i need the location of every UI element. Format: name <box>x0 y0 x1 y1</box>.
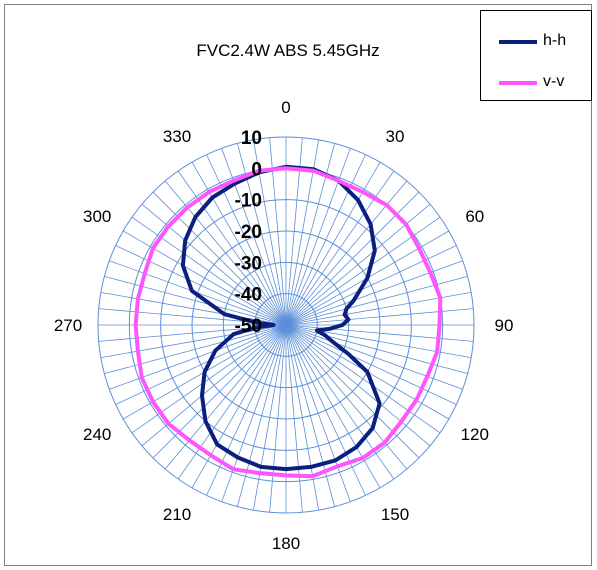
grid-spoke <box>285 324 431 447</box>
angle-tick-label: 180 <box>272 534 300 553</box>
grid-spoke <box>236 324 287 507</box>
grid-spoke <box>177 170 287 326</box>
grid-spoke <box>285 324 303 513</box>
grid-spoke <box>252 324 287 511</box>
radial-labels: 10 0 -10 -20 -30 -40 -50 <box>235 128 262 337</box>
grid-spoke <box>285 324 395 480</box>
grid-spoke <box>285 161 381 326</box>
grid-spoke <box>236 143 287 326</box>
grid-spoke <box>191 161 287 326</box>
angle-tick-label: 120 <box>461 425 489 444</box>
grid-spoke <box>285 324 468 375</box>
grid-spoke <box>285 324 351 502</box>
legend-item-h-h: h-h <box>481 27 591 57</box>
grid-spoke <box>285 260 463 326</box>
legend-label-v-v: v-v <box>543 73 565 90</box>
grid-spoke <box>104 275 287 326</box>
grid-spoke <box>206 154 287 326</box>
legend-swatch-v-v <box>499 81 537 85</box>
radial-tick-label: -50 <box>235 316 262 337</box>
chart-title: FVC2.4W ABS 5.45GHz <box>196 41 380 60</box>
radial-tick-label: -40 <box>235 285 262 306</box>
grid-spoke <box>285 324 408 470</box>
grid-spoke <box>100 324 287 359</box>
grid-spoke <box>109 324 287 390</box>
grid-spoke <box>104 324 287 375</box>
grid-spoke <box>285 324 336 507</box>
angle-tick-label: 90 <box>495 316 514 335</box>
legend-label-h-h: h-h <box>543 32 567 49</box>
angle-tick-label: 150 <box>381 505 409 524</box>
polar-grid <box>97 136 475 514</box>
grid-spoke <box>285 324 420 459</box>
angle-tick-label: 210 <box>163 505 191 524</box>
series-layer <box>133 164 443 479</box>
polar-plot: 10 0 -10 -20 -30 -40 -50 0 30 60 90 120 150 180 210 24… <box>54 98 514 553</box>
chart-frame: FVC2.4W ABS 5.45GHz 10 0 -10 -20 -30 -40 -50 0… <box>4 4 592 566</box>
grid-spoke <box>269 324 287 513</box>
radial-tick-label: -30 <box>235 253 262 274</box>
angle-labels: 0 30 60 90 120 150 180 210 240 270 300 330 <box>54 98 514 553</box>
legend-swatch-h-h <box>499 40 537 44</box>
grid-spoke <box>285 324 320 511</box>
grid-spoke <box>206 324 287 496</box>
angle-tick-label: 300 <box>83 207 111 226</box>
series-line-h-h <box>180 164 382 472</box>
grid-spoke <box>164 324 287 470</box>
grid-spoke <box>141 324 287 447</box>
radial-tick-label: 10 <box>241 128 262 149</box>
grid-spoke <box>285 216 441 326</box>
grid-spoke <box>152 191 287 326</box>
grid-spoke <box>285 324 366 496</box>
radial-tick-label: 0 <box>251 159 262 180</box>
radial-tick-label: -10 <box>235 191 262 212</box>
grid-spoke <box>285 324 457 405</box>
angle-tick-label: 240 <box>83 425 111 444</box>
grid-spoke <box>131 324 287 434</box>
radial-tick-label: -20 <box>235 222 262 243</box>
grid-spoke <box>221 324 287 502</box>
grid-spoke <box>285 154 366 326</box>
grid-spoke <box>285 324 463 390</box>
grid-spoke <box>122 230 287 326</box>
grid-spoke <box>131 216 287 326</box>
legend-item-v-v: v-v <box>481 68 591 98</box>
grid-spoke <box>285 245 457 326</box>
grid-spoke <box>285 170 395 326</box>
angle-tick-label: 330 <box>163 127 191 146</box>
grid-spoke <box>285 324 474 342</box>
grid-spoke <box>152 324 287 459</box>
grid-spoke <box>285 148 351 326</box>
angle-tick-label: 60 <box>465 207 484 226</box>
grid-spoke <box>115 245 287 326</box>
series-line-v-v <box>133 166 443 479</box>
grid-spoke <box>164 180 287 326</box>
grid-spoke <box>285 275 468 326</box>
grid-spoke <box>221 148 287 326</box>
angle-tick-label: 30 <box>386 127 405 146</box>
grid-spoke <box>285 324 381 489</box>
grid-spoke <box>115 324 287 405</box>
grid-spoke <box>285 308 474 326</box>
grid-spoke <box>100 291 287 326</box>
angle-tick-label: 270 <box>54 316 82 335</box>
grid-spoke <box>141 203 287 326</box>
legend: h-h v-v <box>480 10 592 101</box>
grid-spoke <box>177 324 287 480</box>
grid-spoke <box>285 324 441 434</box>
angle-tick-label: 0 <box>281 98 290 117</box>
grid-spoke <box>191 324 287 489</box>
